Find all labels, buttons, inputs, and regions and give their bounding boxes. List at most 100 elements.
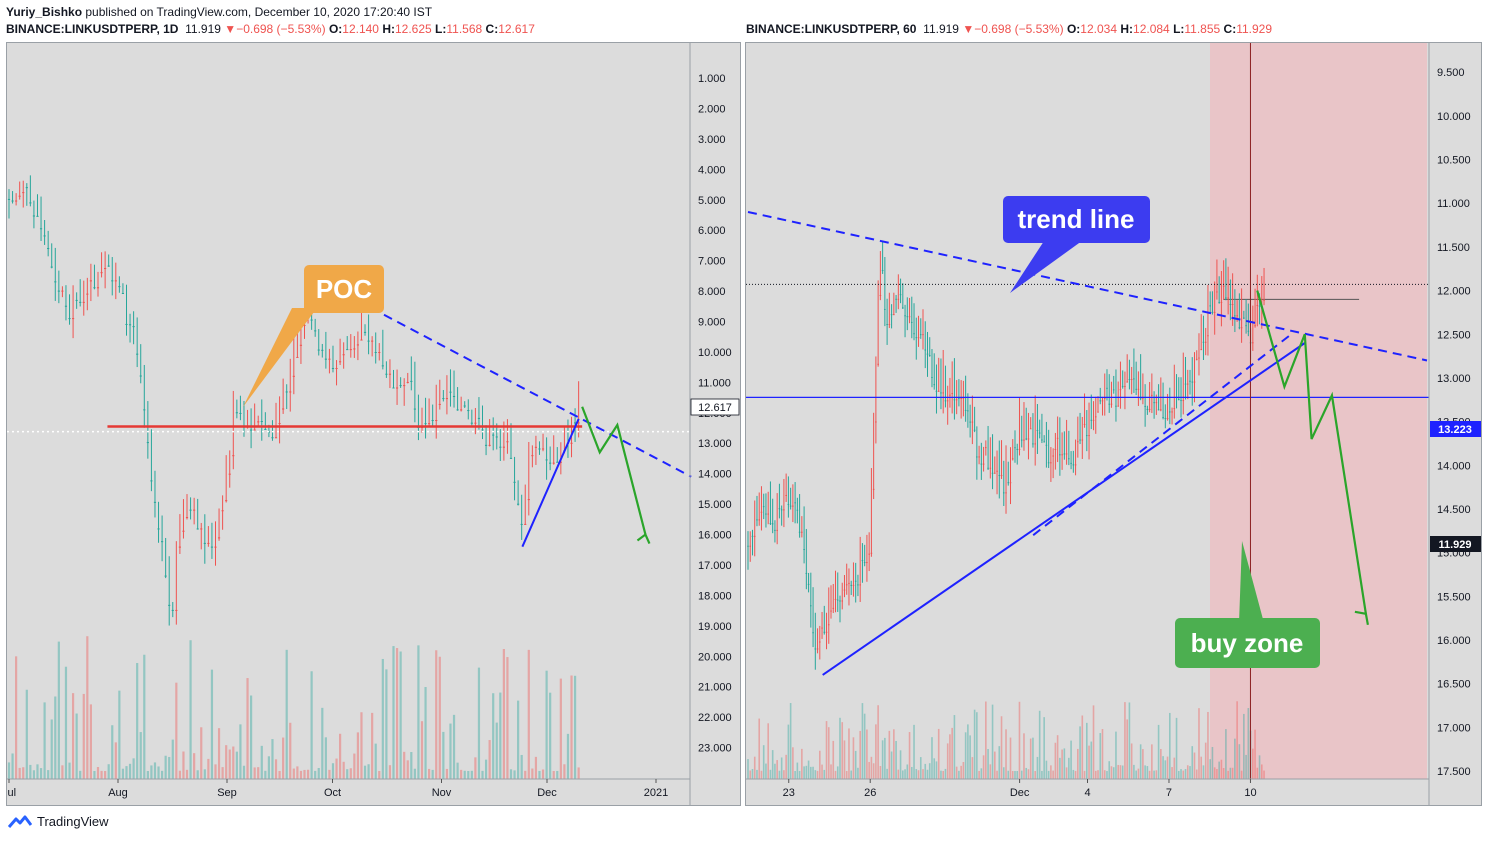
candle-body — [157, 528, 160, 530]
right-symbol[interactable]: BINANCE:LINKUSDTPERP, 60 — [746, 22, 917, 36]
candle-body — [967, 410, 969, 412]
left-chart-panel[interactable]: 1.000 2.000 3.000 4.000 5.000 6.000 7.000 8.000… — [2, 42, 741, 806]
volume-bar — [1065, 767, 1068, 779]
candle-body — [132, 326, 135, 328]
volume-bar — [1103, 770, 1106, 779]
volume-bar — [928, 763, 931, 779]
candle-body — [431, 420, 434, 422]
candle-body — [552, 462, 555, 464]
candle-body — [1070, 462, 1072, 464]
candle-body — [848, 582, 850, 584]
volume-bar — [980, 768, 983, 779]
left-price-badge — [690, 398, 740, 416]
candle-body — [171, 609, 174, 611]
y-tick-label: 14.000 — [1437, 460, 1471, 472]
volume-bar — [374, 743, 377, 779]
volume-bar — [1074, 770, 1077, 779]
left-high: 12.625 — [395, 22, 432, 36]
candle-body — [1124, 385, 1126, 387]
volume-bar — [919, 757, 922, 779]
volume-bar — [118, 690, 121, 779]
volume-bar — [506, 657, 509, 779]
volume-bar — [852, 737, 855, 779]
candle-body — [818, 641, 821, 643]
volume-bar — [417, 645, 420, 779]
y-tick-label: 16.000 — [1437, 635, 1471, 647]
candle-body — [1059, 454, 1061, 456]
candle-body — [136, 353, 139, 355]
volume-bar — [886, 768, 888, 779]
candle-body — [1101, 400, 1104, 402]
author-name[interactable]: Yuriy_Bishko — [6, 5, 83, 19]
projection-arrowhead — [1354, 610, 1369, 625]
candle-body — [1016, 448, 1019, 450]
candle-body — [872, 488, 875, 490]
volume-bar — [1034, 770, 1036, 779]
candle-body — [958, 397, 960, 399]
volume-bar — [776, 760, 778, 779]
volume-bar — [549, 692, 552, 779]
tradingview-logo-icon[interactable] — [8, 815, 32, 829]
candle-body — [317, 349, 320, 351]
candle-body — [1193, 381, 1196, 383]
candle-body — [951, 393, 953, 395]
candle-body — [339, 361, 342, 363]
volume-bar — [96, 767, 100, 779]
candle-body — [193, 509, 196, 511]
left-symbol[interactable]: BINANCE:LINKUSDTPERP, 1D — [6, 22, 179, 36]
candle-body — [1047, 462, 1050, 464]
candle-body — [18, 195, 21, 197]
volume-bar — [1222, 768, 1225, 779]
candle-body — [982, 463, 985, 465]
volume-bar — [1213, 767, 1216, 779]
footer-brand[interactable]: TradingView — [37, 814, 109, 829]
candle-body — [1029, 428, 1032, 430]
left-chart-svg[interactable]: 1.000 2.000 3.000 4.000 5.000 6.000 7.000 8.000… — [2, 43, 740, 805]
y-tick-label: 6.000 — [698, 225, 726, 237]
volume-bar — [798, 770, 801, 779]
candle-body — [868, 553, 870, 555]
volume-bar — [114, 742, 117, 779]
left-down-arrow-icon: ▼ — [224, 22, 237, 36]
y-tick-label: 23.000 — [698, 743, 732, 755]
left-price-axis[interactable]: 1.000 2.000 3.000 4.000 5.000 6.000 7.000 8.000… — [689, 43, 732, 805]
volume-bar — [285, 649, 288, 779]
y-tick-label: 17.500 — [1437, 766, 1471, 778]
volume-bar — [1139, 744, 1142, 779]
candle-body — [93, 287, 96, 289]
volume-bar — [488, 740, 491, 779]
candle-body — [39, 228, 43, 230]
candle-body — [1054, 448, 1057, 450]
right-chart-panel[interactable]: 9.500 10.000 10.500 11.000 11.500 12.000 12.50… — [745, 42, 1482, 806]
right-chart-svg[interactable]: 9.500 10.000 10.500 11.000 11.500 12.000 12.50… — [746, 43, 1481, 805]
candle-body — [946, 400, 949, 402]
volume-bar — [1110, 766, 1113, 779]
candle-body — [328, 358, 331, 360]
candle-body — [771, 523, 774, 525]
volume-bar — [346, 769, 349, 779]
candle-body — [850, 584, 853, 586]
candle-body — [866, 562, 868, 564]
candle-body — [274, 437, 278, 439]
volume-bar — [924, 763, 927, 779]
candle-body — [964, 409, 967, 411]
volume-bar — [942, 770, 944, 779]
volume-bar — [762, 745, 765, 779]
right-time-axis[interactable]: 23 26 Dec 4 7 10 — [746, 778, 1429, 799]
candle-body — [549, 462, 552, 464]
volume-bar — [1191, 746, 1194, 779]
candle-body — [207, 542, 210, 544]
volume-bar — [328, 769, 331, 779]
volume-bar — [949, 734, 951, 779]
candle-body — [910, 321, 913, 323]
volume-bar — [271, 739, 274, 779]
candle-body — [71, 318, 75, 320]
volume-bar — [1258, 755, 1261, 779]
volume-bar — [1151, 744, 1153, 779]
left-time-axis[interactable]: Jul Aug Sep Oct Nov Dec 2021 — [2, 778, 690, 799]
candle-body — [762, 506, 765, 508]
candle-body — [978, 456, 980, 458]
candle-body — [1092, 419, 1095, 421]
volume-bar — [1236, 701, 1238, 779]
candle-body — [1126, 381, 1128, 383]
